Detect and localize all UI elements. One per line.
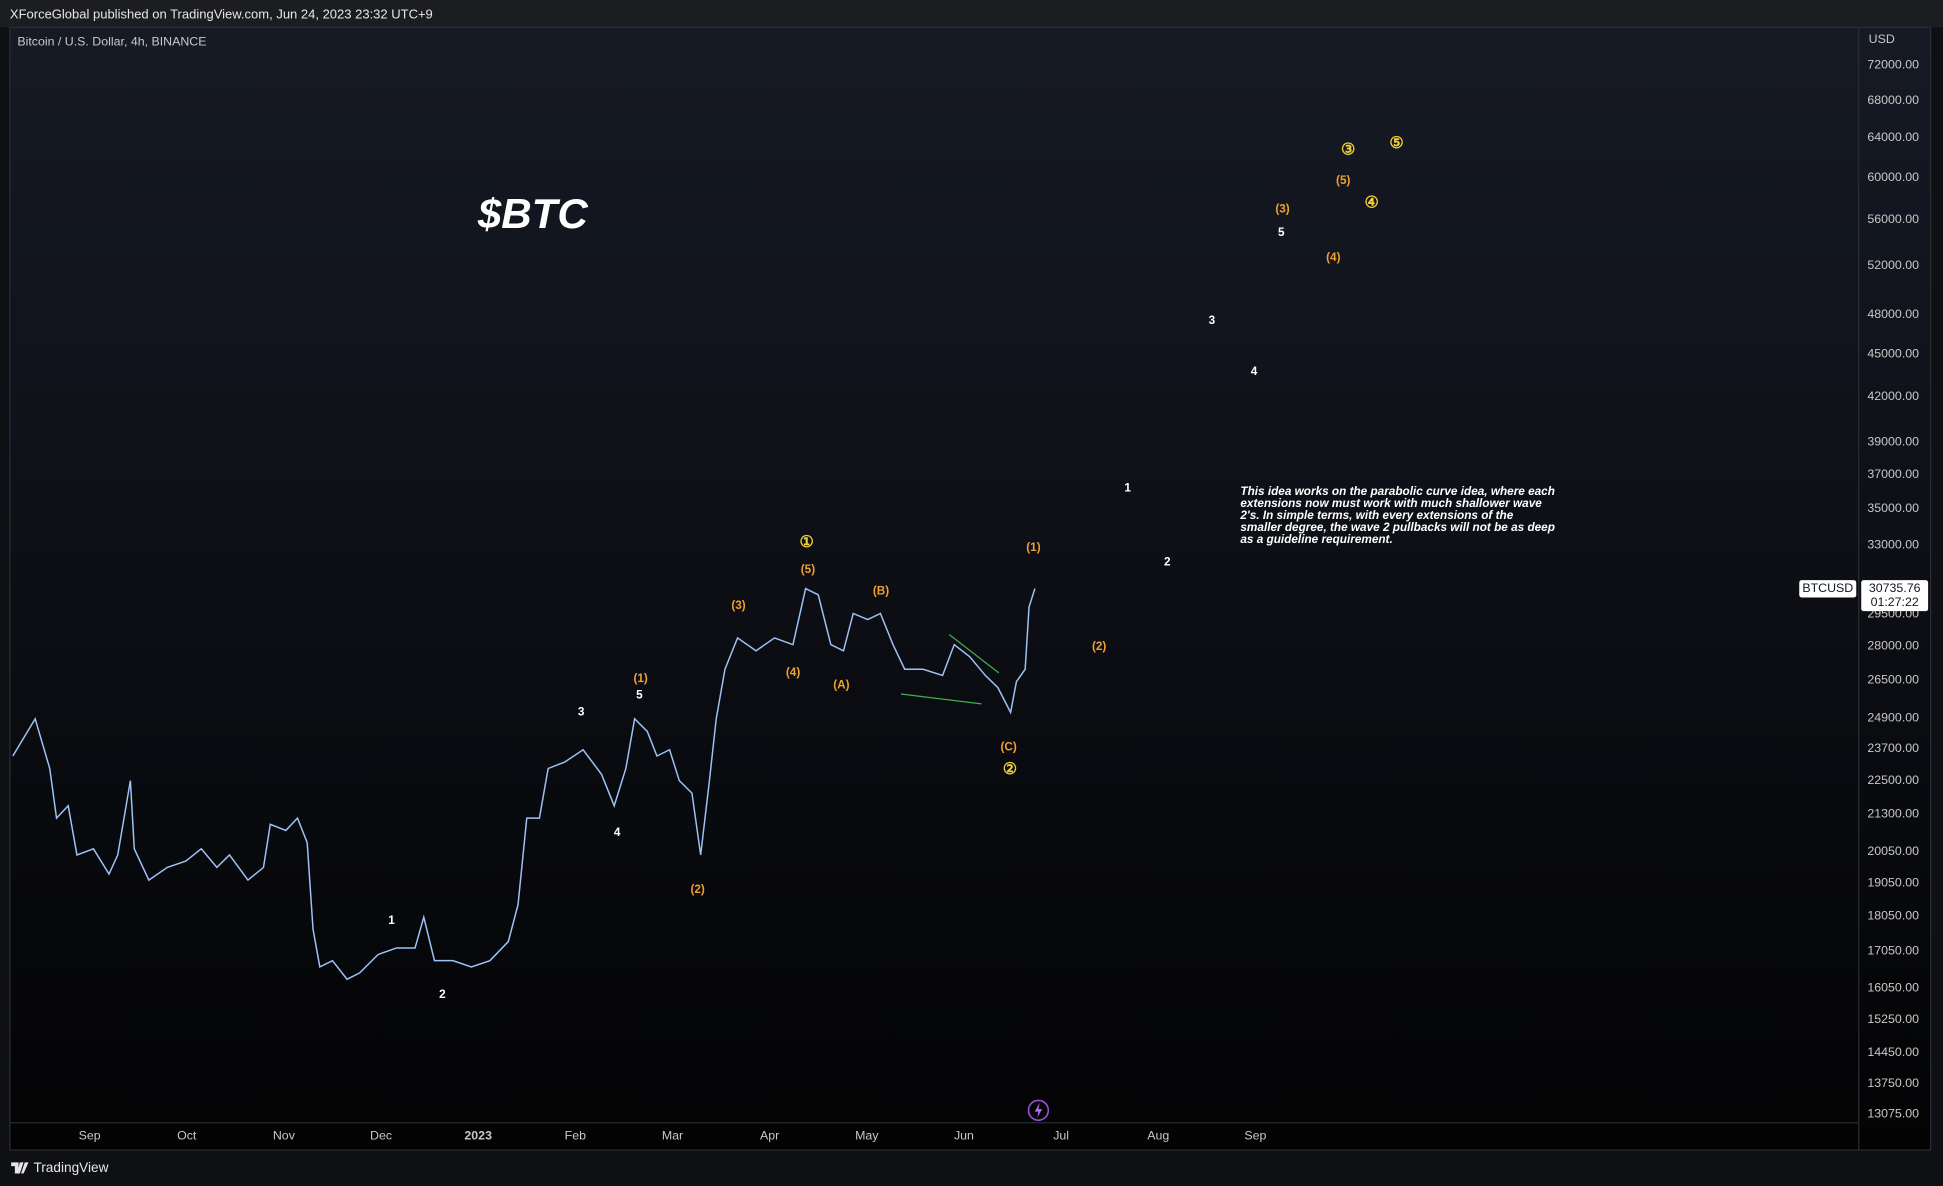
wave-label: 2 bbox=[1164, 556, 1171, 569]
x-tick-label: Oct bbox=[177, 1129, 197, 1143]
wave-label: (A) bbox=[833, 678, 849, 691]
y-tick-label: 21300.00 bbox=[1867, 807, 1919, 821]
wave-label: (5) bbox=[1336, 174, 1350, 187]
wave-label: (3) bbox=[731, 599, 745, 612]
countdown: 01:27:22 bbox=[1871, 595, 1919, 609]
y-tick-label: 39000.00 bbox=[1867, 435, 1919, 449]
y-tick-label: 22500.00 bbox=[1867, 773, 1919, 787]
x-tick-label: Feb bbox=[565, 1129, 586, 1143]
wave-label: ③ bbox=[1341, 140, 1355, 158]
y-tick-label: 33000.00 bbox=[1867, 537, 1919, 551]
y-tick-label: 60000.00 bbox=[1867, 170, 1919, 184]
x-tick-label: Dec bbox=[370, 1129, 392, 1143]
wave-label: ② bbox=[1003, 760, 1017, 778]
note-line: smaller degree, the wave 2 pullbacks wil… bbox=[1240, 521, 1555, 534]
y-tick-label: 18050.00 bbox=[1867, 908, 1919, 922]
y-tick-label: 68000.00 bbox=[1867, 93, 1919, 107]
trendline bbox=[900, 693, 982, 705]
y-tick-label: 35000.00 bbox=[1867, 501, 1919, 515]
note-line: 2's. In simple terms, with every extensi… bbox=[1239, 509, 1513, 522]
price-line bbox=[12, 587, 1036, 981]
event-icon[interactable] bbox=[1027, 1099, 1050, 1122]
y-tick-label: 45000.00 bbox=[1867, 347, 1919, 361]
wave-label: (5) bbox=[801, 563, 815, 576]
wave-label: (C) bbox=[1001, 740, 1017, 753]
y-tick-label: 72000.00 bbox=[1867, 58, 1919, 72]
wave-label: 1 bbox=[388, 914, 395, 927]
wave-label: (1) bbox=[633, 672, 647, 685]
x-tick-label: 2023 bbox=[464, 1129, 492, 1143]
wave-label: ⑤ bbox=[1389, 134, 1403, 152]
wave-label: ④ bbox=[1365, 194, 1379, 212]
wave-label: (2) bbox=[690, 883, 704, 896]
wave-label: 3 bbox=[578, 706, 585, 719]
y-tick-label: 23700.00 bbox=[1867, 741, 1919, 755]
y-tick-label: 13075.00 bbox=[1867, 1107, 1919, 1121]
wave-label: (4) bbox=[1326, 251, 1340, 264]
x-tick-label: Sep bbox=[1244, 1129, 1266, 1143]
x-tick-label: Jul bbox=[1053, 1129, 1069, 1143]
wave-label: (4) bbox=[786, 666, 800, 679]
y-tick-label: 16050.00 bbox=[1867, 981, 1919, 995]
event-bolt bbox=[1034, 1102, 1043, 1118]
wave-label: 3 bbox=[1209, 314, 1216, 327]
brand-name: TradingView bbox=[33, 1160, 108, 1175]
y-tick-label: 20050.00 bbox=[1867, 844, 1919, 858]
note-line: This idea works on the parabolic curve i… bbox=[1240, 485, 1555, 498]
wave-label: 5 bbox=[1278, 226, 1285, 239]
chart-title: $BTC bbox=[477, 190, 589, 237]
y-tick-label: 64000.00 bbox=[1867, 130, 1919, 144]
wave-label: (2) bbox=[1092, 640, 1106, 653]
y-tick-label: 52000.00 bbox=[1867, 258, 1919, 272]
brand[interactable]: TradingView bbox=[11, 1160, 109, 1175]
y-tick-label: 24900.00 bbox=[1867, 711, 1919, 725]
wave-label: 4 bbox=[614, 826, 621, 839]
wave-label: 2 bbox=[439, 988, 446, 1001]
brand-logo bbox=[11, 1162, 29, 1174]
header-text: XForceGlobal published on TradingView.co… bbox=[10, 6, 433, 21]
y-tick-label: 42000.00 bbox=[1867, 389, 1919, 403]
wave-label: (B) bbox=[873, 584, 889, 597]
wave-label: ① bbox=[799, 533, 813, 551]
y-tick-label: 56000.00 bbox=[1867, 212, 1919, 226]
symbol-info: Bitcoin / U.S. Dollar, 4h, BINANCE bbox=[17, 34, 206, 48]
header-bar bbox=[0, 0, 1943, 28]
x-tick-label: Jun bbox=[954, 1129, 974, 1143]
symbol-tag: BTCUSD bbox=[1802, 581, 1853, 595]
y-tick-label: 37000.00 bbox=[1867, 467, 1919, 481]
wave-label: 5 bbox=[636, 688, 643, 701]
x-tick-label: Apr bbox=[760, 1129, 779, 1143]
y-tick-label: 14450.00 bbox=[1867, 1045, 1919, 1059]
wave-label: 1 bbox=[1124, 481, 1131, 494]
y-tick-label: 48000.00 bbox=[1867, 307, 1919, 321]
price-tag-bg bbox=[1861, 580, 1929, 612]
x-tick-label: Sep bbox=[79, 1129, 101, 1143]
y-tick-label: 28000.00 bbox=[1867, 638, 1919, 652]
y-tick-label: 13750.00 bbox=[1867, 1076, 1919, 1090]
y-tick-label: 26500.00 bbox=[1867, 672, 1919, 686]
y-tick-label: 15250.00 bbox=[1867, 1012, 1919, 1026]
note-line: as a guideline requirement. bbox=[1240, 533, 1392, 546]
x-tick-label: May bbox=[855, 1129, 879, 1143]
y-tick-label: 19050.00 bbox=[1867, 875, 1919, 889]
wave-label: 4 bbox=[1251, 365, 1258, 378]
currency: USD bbox=[1869, 32, 1895, 46]
x-tick-label: Nov bbox=[273, 1129, 296, 1143]
last-price: 30735.76 bbox=[1869, 581, 1921, 595]
wave-label: (1) bbox=[1026, 541, 1040, 554]
symbol-tag-bg bbox=[1799, 580, 1857, 598]
chart-area bbox=[9, 26, 1932, 1151]
y-tick-label: 17050.00 bbox=[1867, 943, 1919, 957]
wave-label: (3) bbox=[1275, 203, 1289, 216]
x-tick-label: Aug bbox=[1147, 1129, 1169, 1143]
trendline bbox=[948, 634, 1000, 674]
x-tick-label: Mar bbox=[662, 1129, 683, 1143]
note-line: extensions now must work with much shall… bbox=[1240, 497, 1542, 510]
